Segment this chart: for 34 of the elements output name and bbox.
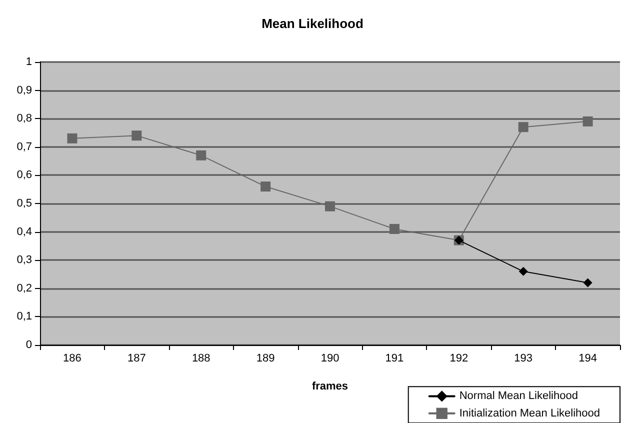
legend-label: Normal Mean Likelihood [459, 390, 578, 402]
point [325, 201, 335, 212]
y-tick-label: 0,5 [16, 198, 32, 210]
legend-label: Initialization Mean Likelihood [459, 407, 600, 420]
y-tick-label: 0,6 [16, 169, 32, 182]
y-tick-label: 0,1 [16, 310, 32, 323]
point [582, 116, 593, 126]
point [389, 224, 400, 234]
point [132, 130, 142, 141]
point [583, 278, 592, 288]
y-tick-label: 1 [26, 56, 32, 68]
x-tick-label: 188 [192, 352, 210, 364]
y-tick-label: 0,7 [16, 140, 32, 153]
x-tick-label: 191 [385, 352, 404, 364]
y-tick-label: 0,8 [16, 112, 32, 125]
x-tick-label: 190 [320, 352, 340, 364]
x-tick-label: 193 [514, 352, 533, 364]
point [67, 133, 78, 144]
y-tick-label: 0 [26, 339, 32, 351]
point [518, 266, 528, 276]
point [196, 150, 206, 160]
y-tick-label: 0,4 [16, 226, 32, 238]
y-tick-label: 0,9 [16, 84, 32, 96]
x-tick-label: 189 [256, 352, 275, 364]
point [260, 182, 271, 192]
x-tick-label: 186 [63, 352, 82, 364]
y-tick-label: 0,3 [16, 254, 32, 266]
x-tick-label: 192 [450, 352, 468, 364]
y-tick-label: 0,2 [16, 282, 32, 294]
x-tick-label: 194 [578, 352, 597, 364]
point [518, 122, 528, 132]
x-tick-label: 187 [127, 352, 146, 364]
chart-title: Mean Likelihood [262, 16, 364, 31]
x-axis-title: frames [312, 380, 348, 392]
